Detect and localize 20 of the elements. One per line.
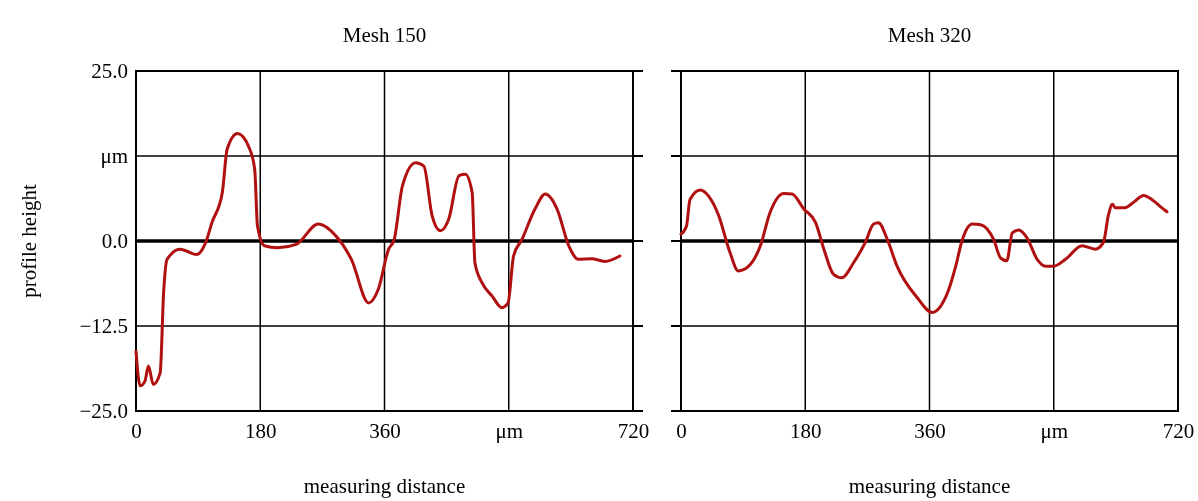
x-tick-label: 0 xyxy=(676,418,687,443)
chart-title: Mesh 150 xyxy=(342,23,427,47)
chart-title: Mesh 320 xyxy=(887,23,972,47)
x-tick-label: μm xyxy=(1040,418,1069,443)
x-tick-label: μm xyxy=(495,418,524,443)
x-axis-title: measuring distance xyxy=(848,474,1011,498)
x-tick-label: 720 xyxy=(1162,418,1195,443)
x-tick-label: 360 xyxy=(369,418,401,443)
y-tick-label: 25.0 xyxy=(91,59,128,84)
y-axis-title: profile height xyxy=(17,183,41,298)
y-tick-label: 0.0 xyxy=(101,229,128,254)
y-tick-label: −12.5 xyxy=(79,314,128,339)
x-axis-title: measuring distance xyxy=(303,474,466,498)
x-tick-label: 720 xyxy=(617,418,650,443)
x-tick-label: 0 xyxy=(131,418,142,443)
y-tick-label: μm xyxy=(100,144,128,169)
x-tick-label: 360 xyxy=(914,418,946,443)
y-tick-label: −25.0 xyxy=(79,399,128,424)
x-tick-label: 180 xyxy=(790,418,822,443)
x-tick-label: 180 xyxy=(245,418,277,443)
